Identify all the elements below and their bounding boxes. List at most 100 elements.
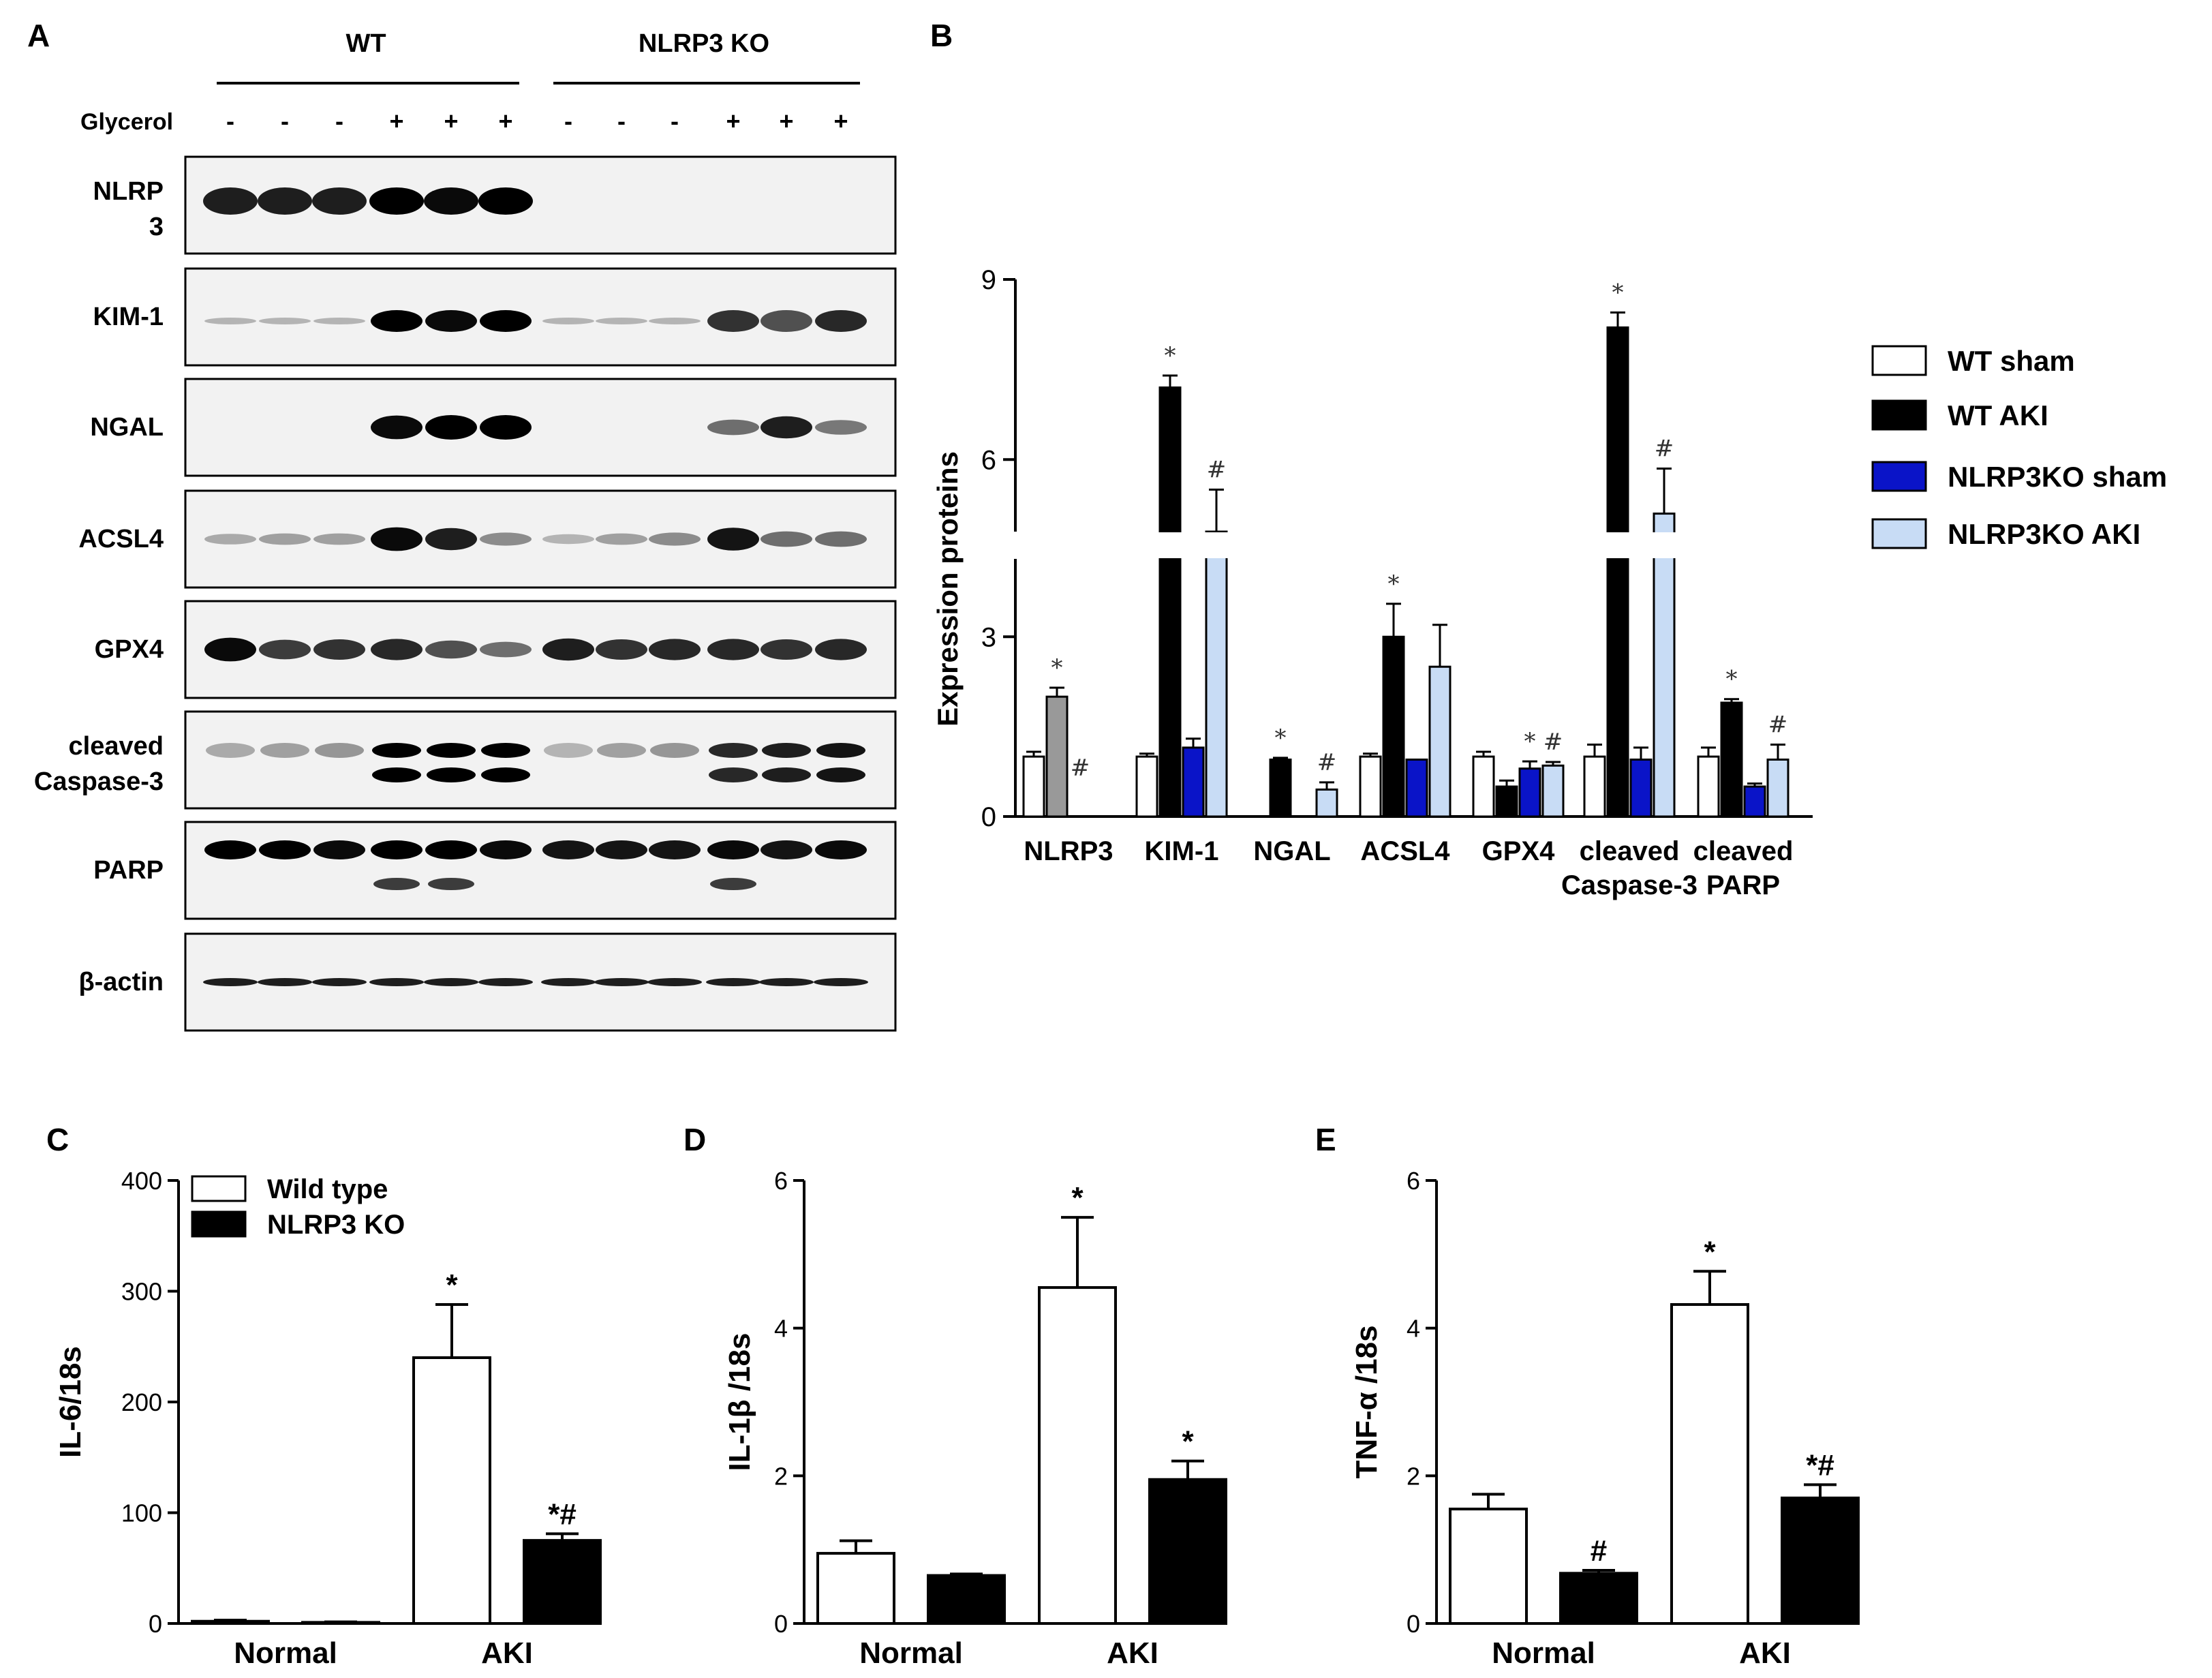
blot-row-actin: β-actin bbox=[78, 932, 897, 1032]
blot-band bbox=[709, 743, 758, 758]
blot-band bbox=[204, 637, 256, 662]
blot-lane-sign: + bbox=[498, 107, 512, 135]
blot-group-ko: NLRP3 KO bbox=[639, 29, 769, 58]
blot-band bbox=[596, 639, 647, 660]
chart-b-annotation: * bbox=[1612, 279, 1624, 306]
panel-label-a: A bbox=[27, 18, 50, 53]
blot-lane-sign: + bbox=[726, 107, 740, 135]
blot-band bbox=[761, 416, 812, 439]
blot-row-label: Caspase-3 bbox=[34, 767, 164, 796]
blot-band bbox=[544, 743, 593, 758]
chart-b-bar-nlrp3ko-aki bbox=[1766, 758, 1789, 818]
chart-c-annotation: *# bbox=[548, 1497, 577, 1531]
blot-group-wt: WT bbox=[345, 29, 386, 58]
chart-b-annotation: * bbox=[1726, 666, 1738, 693]
chart-e-y-tick-label: 6 bbox=[1407, 1167, 1420, 1195]
chart-c-bar-wild-type bbox=[412, 1356, 491, 1625]
blot-band bbox=[206, 743, 255, 758]
blot-band bbox=[707, 528, 759, 551]
blot-band bbox=[369, 978, 424, 986]
legend-c-swatch-wild-type bbox=[191, 1175, 247, 1202]
chart-b-bar-nlrp3ko-aki bbox=[1541, 764, 1565, 818]
legend-c: Wild type NLRP3 KO bbox=[191, 1174, 405, 1240]
blot-row-label: GPX4 bbox=[95, 635, 164, 664]
chart-e-bar-wild-type bbox=[1670, 1303, 1749, 1625]
blot-band bbox=[371, 415, 423, 440]
chart-c-y-label: IL-6/18s bbox=[54, 1346, 87, 1458]
blot-band bbox=[761, 310, 812, 332]
chart-b-annotation: # bbox=[1543, 729, 1563, 756]
blot-band bbox=[312, 187, 367, 215]
chart-b-bar-nlrp3ko-sham bbox=[1743, 785, 1766, 818]
blot-lane-sign: + bbox=[444, 107, 458, 135]
chart-d-y-label: IL-1β /18s bbox=[723, 1333, 756, 1471]
blot-lane-sign: - bbox=[226, 107, 234, 135]
blot-band bbox=[816, 743, 865, 758]
chart-b-bar-wt-aki bbox=[1045, 695, 1069, 818]
chart-e-y-label: TNF-α /18s bbox=[1350, 1325, 1383, 1478]
legend-b-swatch-wt-sham bbox=[1871, 345, 1927, 376]
blot-band bbox=[425, 310, 477, 332]
blot-row-label: 3 bbox=[149, 213, 164, 241]
blot-band bbox=[815, 639, 867, 660]
blot-band bbox=[480, 532, 532, 546]
chart-b-bar-wt-aki bbox=[1158, 386, 1182, 818]
blot-row-acsl4: ACSL4 bbox=[78, 489, 897, 589]
blot-band bbox=[480, 840, 532, 859]
chart-b-bar-wt-aki bbox=[1606, 326, 1629, 818]
chart-b-bar-wt-aki bbox=[1269, 758, 1292, 818]
blot-band bbox=[596, 533, 647, 545]
blot-band bbox=[815, 531, 867, 547]
blot-band bbox=[312, 978, 367, 986]
chart-c-bar-nlrp3-ko bbox=[523, 1539, 602, 1625]
blot-row-frame bbox=[184, 710, 897, 810]
blot-band bbox=[710, 878, 756, 890]
blot-band bbox=[424, 978, 478, 986]
blot-band bbox=[650, 743, 699, 758]
chart-b-category-label: ACSL4 bbox=[1360, 836, 1450, 866]
chart-b-axis-break bbox=[1019, 532, 1817, 558]
chart-b-y-label: Expression proteins bbox=[932, 451, 964, 727]
chart-b-y-tick-label: 3 bbox=[981, 622, 996, 652]
blot-band bbox=[541, 978, 596, 986]
chart-b-annotation: # bbox=[1317, 749, 1337, 776]
chart-c-category-label: Normal bbox=[234, 1636, 337, 1670]
blot-band bbox=[204, 840, 256, 859]
chart-b-annotation: * bbox=[1275, 724, 1287, 752]
blot-row-label: NLRP bbox=[93, 177, 164, 206]
chart-b-bar-nlrp3ko-sham bbox=[1182, 746, 1205, 818]
blot-row-label: β-actin bbox=[78, 968, 164, 996]
chart-d-category-label: Normal bbox=[859, 1636, 963, 1670]
chart-d-annotation: * bbox=[1182, 1425, 1194, 1459]
chart-b-category-label: Caspase-3 bbox=[1561, 870, 1698, 900]
legend-b-swatch-wt-aki bbox=[1871, 399, 1927, 431]
chart-b-bar-wt-sham bbox=[1697, 755, 1720, 818]
blot-band bbox=[259, 533, 311, 545]
chart-b-category-label: NLRP3 bbox=[1024, 836, 1113, 866]
blot-treatment-label: Glycerol bbox=[80, 109, 173, 135]
blot-band bbox=[542, 638, 594, 661]
chart-b-annotation: * bbox=[1524, 728, 1536, 755]
chart-b-bar-wt-sham bbox=[1583, 755, 1606, 818]
chart-b-bar-nlrp3ko-aki bbox=[1653, 513, 1676, 818]
blot-band bbox=[425, 415, 477, 440]
chart-b-y-tick-label: 0 bbox=[981, 802, 996, 832]
blot-row-ngal: NGAL bbox=[90, 378, 897, 477]
blot-row-frame bbox=[184, 821, 897, 920]
blot-band bbox=[761, 840, 812, 859]
blot-band bbox=[371, 639, 423, 660]
blot-band bbox=[478, 978, 533, 986]
blot-band bbox=[709, 767, 758, 782]
blot-band bbox=[649, 840, 701, 859]
blot-band bbox=[315, 743, 364, 758]
blot-lane-sign: - bbox=[281, 107, 289, 135]
blot-lane-sign: + bbox=[833, 107, 848, 135]
chart-c-y-tick-label: 300 bbox=[121, 1278, 162, 1306]
blot-band bbox=[428, 878, 474, 890]
chart-d: 0 2 4 6 IL-1β /18s Normal * * AKI bbox=[723, 1167, 1227, 1670]
chart-b-annotation: * bbox=[1165, 342, 1176, 369]
blot-band bbox=[478, 187, 533, 215]
chart-d-bar-wild-type bbox=[816, 1552, 895, 1625]
blot-row-parp: PARP bbox=[93, 821, 897, 920]
